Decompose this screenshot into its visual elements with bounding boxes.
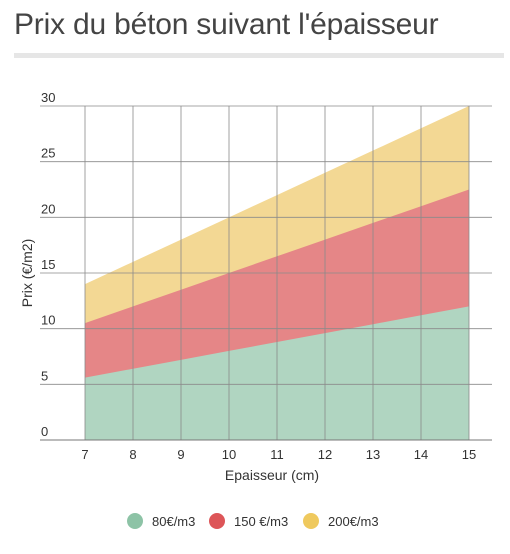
x-tick-label: 10 [222,447,236,462]
x-tick-label: 12 [318,447,332,462]
legend-label-series-1: 80€/m3 [152,514,195,529]
x-tick-label: 8 [129,447,136,462]
x-tick-label: 14 [414,447,428,462]
y-tick-label: 10 [41,313,55,328]
y-tick-label: 15 [41,257,55,272]
ticks-layer: 7 8 9 10 11 12 13 14 15 0 5 10 15 20 25 30 [41,90,476,462]
y-tick-label: 5 [41,368,48,383]
legend-marker-series-1 [127,513,143,529]
x-tick-label: 9 [177,447,184,462]
x-tick-label: 11 [270,447,284,462]
legend-marker-series-3 [303,513,319,529]
x-axis-label: Epaisseur (cm) [225,467,319,483]
legend: 80€/m3 150 €/m3 200€/m3 [127,513,379,529]
legend-label-series-3: 200€/m3 [328,514,379,529]
y-tick-label: 0 [41,424,48,439]
grid-layer [40,105,492,440]
y-axis-label: Prix (€/m2) [19,239,35,307]
title-divider [14,53,504,58]
y-tick-label: 30 [41,90,55,105]
y-tick-label: 25 [41,146,55,161]
y-tick-label: 20 [41,201,55,216]
chart-title: Prix du béton suivant l'épaisseur [14,8,439,41]
legend-marker-series-2 [209,513,225,529]
legend-label-series-2: 150 €/m3 [234,514,288,529]
x-tick-label: 13 [366,447,380,462]
x-tick-label: 7 [81,447,88,462]
x-tick-label: 15 [462,447,476,462]
